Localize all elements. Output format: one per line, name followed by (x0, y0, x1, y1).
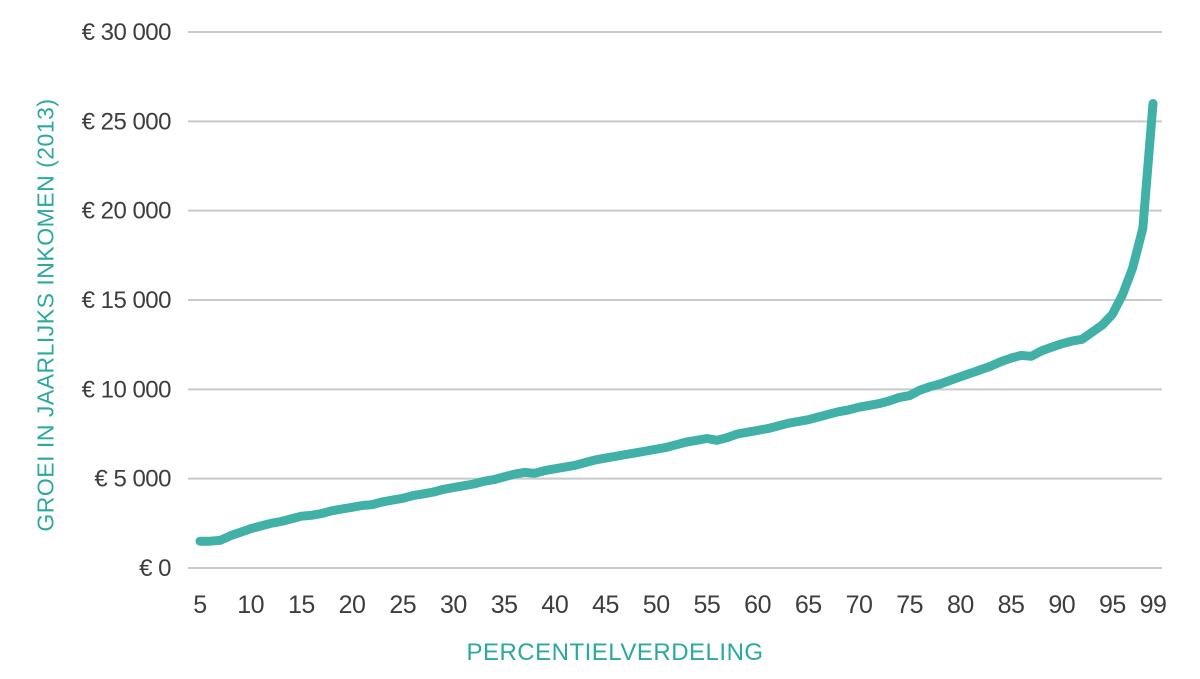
income-growth-series-line (195, 99, 1158, 546)
x-tick-label: 60 (744, 591, 771, 619)
x-tick-label: 70 (846, 591, 873, 619)
x-tick-label: 10 (237, 591, 264, 619)
y-tick-label: € 0 (139, 555, 171, 582)
x-tick-label: 15 (288, 591, 315, 619)
y-tick-label: € 30 000 (82, 19, 172, 46)
x-tick-label: 65 (795, 591, 822, 619)
x-tick-label: 45 (592, 591, 619, 619)
x-tick-label: 25 (389, 591, 416, 619)
x-tick-label: 80 (947, 591, 974, 619)
x-tick-label: 85 (998, 591, 1025, 619)
x-tick-label: 55 (693, 591, 720, 619)
y-tick-label: € 20 000 (82, 198, 172, 225)
x-tick-label: 90 (1048, 591, 1075, 619)
x-tick-label: 40 (541, 591, 568, 619)
x-tick-label: 5 (193, 591, 206, 619)
x-tick-label: 35 (491, 591, 518, 619)
y-tick-label: € 25 000 (82, 108, 172, 135)
x-tick-label: 30 (440, 591, 467, 619)
x-tick-label: 99 (1140, 591, 1167, 619)
x-tick-label: 75 (896, 591, 923, 619)
y-tick-label: € 10 000 (82, 376, 172, 403)
x-axis-title: PERCENTIELVERDELING (466, 639, 764, 666)
x-tick-label: 20 (339, 591, 366, 619)
y-axis-title: GROEI IN JAARLIJKS INKOMEN (2013) (32, 98, 59, 532)
x-tick-label: 50 (643, 591, 670, 619)
x-tick-label: 95 (1099, 591, 1126, 619)
y-tick-label: € 5 000 (94, 466, 171, 493)
y-tick-label: € 15 000 (82, 287, 172, 314)
